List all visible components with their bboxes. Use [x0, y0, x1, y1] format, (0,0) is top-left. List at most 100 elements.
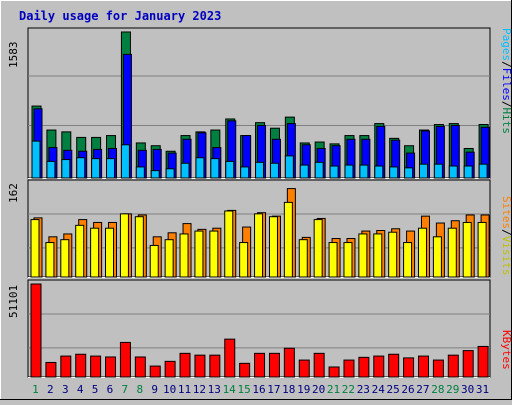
pages-bar	[76, 157, 86, 179]
legend-sep-3: /	[500, 229, 512, 236]
pages-bar	[210, 158, 220, 179]
pages-bar	[91, 158, 101, 179]
pages-bar	[46, 160, 56, 179]
visits-bar	[417, 227, 427, 278]
visits-bar	[30, 219, 40, 278]
legend-sites: Sites	[500, 196, 512, 229]
legend-sites-visits: Sites/Visits	[500, 196, 512, 276]
pages-bar	[433, 163, 443, 179]
pages-bar	[284, 155, 294, 179]
x-tick-label: 14	[223, 383, 237, 396]
x-tick-label: 13	[208, 383, 221, 396]
x-tick-label: 30	[461, 383, 474, 396]
visits-bar	[373, 233, 383, 278]
kbytes-bar	[254, 352, 266, 378]
visits-bar	[75, 224, 85, 278]
pages-bar	[299, 164, 309, 179]
kbytes-bar	[209, 354, 221, 378]
chart-title: Daily usage for January 2023	[19, 9, 221, 23]
kbytes-bar	[119, 341, 131, 378]
kbytes-bar	[403, 357, 415, 378]
pages-bar	[418, 163, 428, 179]
x-tick-label: 25	[387, 383, 400, 396]
kbytes-bar	[283, 347, 295, 378]
kbytes-bar	[268, 352, 280, 378]
kbytes-bar	[90, 355, 102, 378]
kbytes-bar	[30, 283, 42, 378]
visits-bar	[283, 201, 293, 278]
visits-bar	[164, 239, 174, 278]
pages-bar	[359, 164, 369, 179]
kbytes-y-max-label: 51101	[7, 285, 20, 318]
x-tick-label: 20	[312, 383, 325, 396]
pages-bar	[106, 158, 116, 179]
kbytes-bar	[179, 352, 191, 378]
pages-bar	[389, 166, 399, 179]
pages-bar	[404, 167, 414, 179]
legend-kbytes: KBytes	[500, 330, 512, 370]
visits-bar	[119, 213, 129, 278]
legend-pages: Pages	[500, 28, 512, 61]
kbytes-bar	[45, 361, 57, 378]
visits-bar	[105, 227, 115, 278]
x-tick-label: 2	[47, 383, 54, 396]
kbytes-bars	[30, 283, 489, 378]
pages-bar	[374, 165, 384, 179]
kbytes-bar	[60, 355, 72, 378]
kbytes-bar	[388, 353, 400, 378]
pages-bar	[150, 170, 160, 179]
x-tick-label: 8	[136, 383, 143, 396]
pages-bar	[314, 161, 324, 179]
x-tick-label: 28	[431, 383, 444, 396]
visits-bar	[60, 239, 70, 278]
kbytes-bar	[75, 353, 87, 378]
legend-files: Files	[500, 68, 512, 101]
x-tick-label: 5	[92, 383, 99, 396]
visits-bar	[90, 227, 100, 278]
visits-bar	[313, 219, 323, 278]
legend-visits: Visits	[500, 236, 512, 276]
panels	[27, 27, 491, 378]
pages-bar	[165, 168, 175, 179]
hits-files-pages-bars	[31, 31, 490, 179]
pages-bar	[240, 166, 250, 179]
kbytes-bar	[194, 354, 206, 378]
pages-bar	[344, 164, 354, 179]
visits-bar	[209, 230, 219, 278]
visits-bar	[45, 242, 55, 278]
kbytes-bar	[164, 360, 176, 378]
visits-bar	[239, 242, 249, 278]
x-tick-label: 26	[401, 383, 414, 396]
x-tick-label: 29	[446, 383, 459, 396]
x-tick-label: 18	[282, 383, 295, 396]
kbytes-bar	[239, 362, 251, 378]
sites-y-max-label: 162	[7, 183, 20, 203]
x-tick-label: 6	[107, 383, 114, 396]
legend-sep-1: /	[500, 61, 512, 68]
x-tick-label: 12	[193, 383, 206, 396]
x-tick-label: 7	[122, 383, 129, 396]
visits-bar	[224, 210, 234, 278]
x-tick-label: 19	[297, 383, 310, 396]
pages-bar	[120, 144, 130, 179]
x-tick-label: 24	[372, 383, 386, 396]
pages-bar	[269, 162, 279, 179]
x-tick-label: 27	[416, 383, 429, 396]
visits-bar	[477, 221, 487, 278]
x-tick-label: 31	[476, 383, 489, 396]
x-tick-label: 3	[62, 383, 69, 396]
x-tick-label: 21	[327, 383, 340, 396]
x-tick-label: 17	[267, 383, 280, 396]
kbytes-bar	[224, 338, 236, 378]
x-tick-label: 22	[342, 383, 355, 396]
kbytes-bar	[477, 345, 489, 378]
visits-bar	[462, 221, 472, 278]
visits-bar	[388, 231, 398, 278]
x-tick-label: 10	[163, 383, 176, 396]
visits-bar	[134, 216, 144, 278]
pages-bar	[195, 157, 205, 179]
sites-visits-bars	[30, 188, 490, 278]
pages-bar	[448, 165, 458, 179]
pages-bar	[329, 165, 339, 179]
